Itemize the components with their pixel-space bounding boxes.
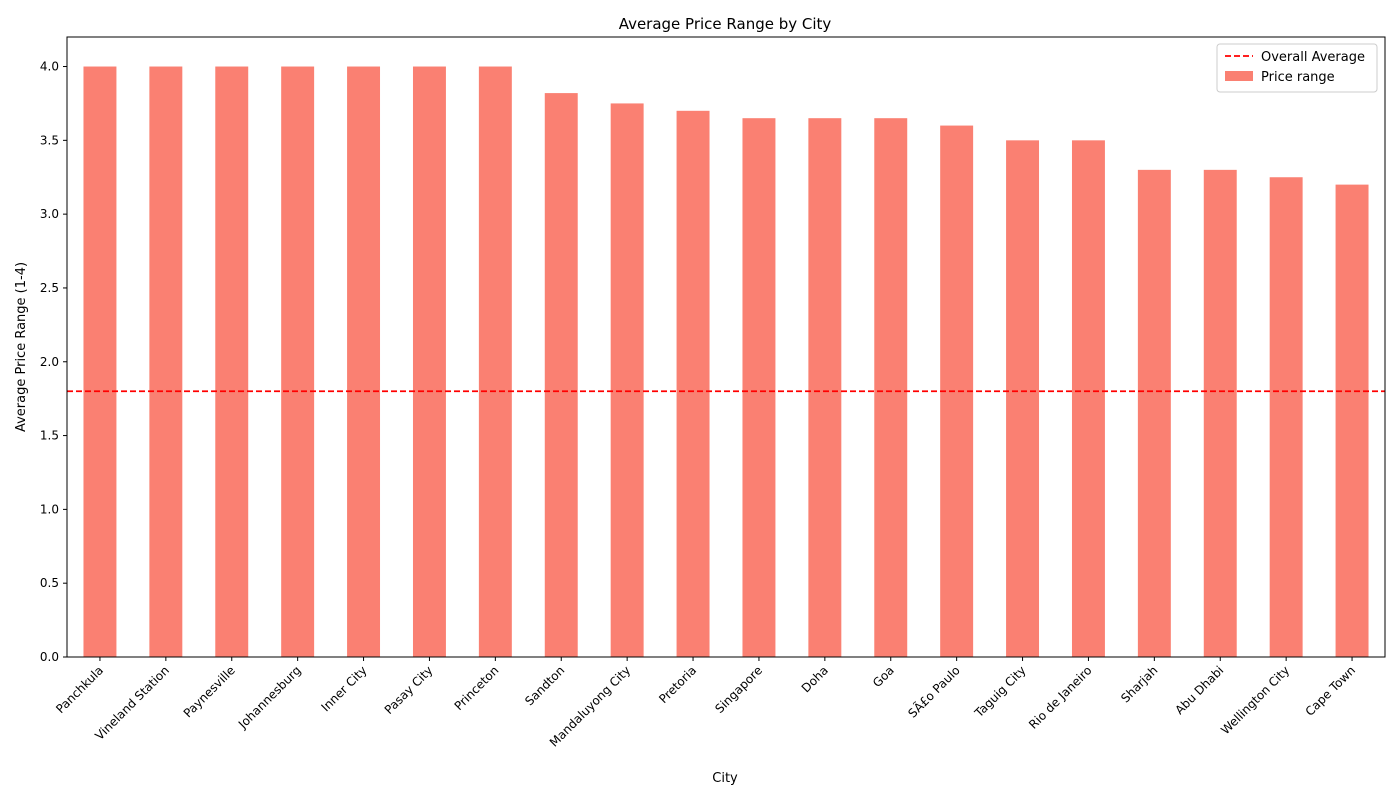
y-tick-label: 0.5 [40, 576, 59, 590]
x-tick-label: Doha [799, 663, 831, 695]
x-tick-label: Cape Town [1303, 663, 1359, 719]
y-axis-label: Average Price Range (1-4) [14, 262, 29, 432]
x-tick-label: Wellington City [1218, 663, 1292, 737]
x-tick-label: Paynesville [181, 663, 238, 720]
legend: Overall Average Price range [1216, 43, 1378, 93]
bar [544, 93, 578, 658]
bar [347, 66, 381, 658]
bar [676, 110, 710, 658]
y-tick-label: 2.5 [40, 281, 59, 295]
x-tick-label: Rio de Janeiro [1026, 663, 1095, 732]
bar [281, 66, 315, 658]
bar [83, 66, 117, 658]
y-tick-label: 3.0 [40, 207, 59, 221]
bar [412, 66, 446, 658]
bar [1203, 169, 1237, 657]
x-tick-label: Johannesburg [235, 663, 304, 732]
x-tick-label: Pasay City [382, 663, 436, 717]
legend-price-range-label: Price range [1261, 70, 1335, 85]
x-tick-label: Vineland Station [92, 663, 172, 743]
y-tick-label: 3.5 [40, 133, 59, 147]
y-tick-label: 1.0 [40, 502, 59, 516]
bar [478, 66, 512, 658]
x-tick-label: SÃ£o Paulo [905, 663, 963, 721]
legend-price-range-swatch [1225, 71, 1253, 81]
x-tick-label: Taguig City [971, 663, 1028, 720]
plot-area-frame [66, 36, 1386, 658]
bar [1137, 169, 1171, 657]
bar [1071, 140, 1105, 658]
x-tick-label: Princeton [452, 663, 502, 713]
y-tick-label: 1.5 [40, 429, 59, 443]
legend-overall-average-label: Overall Average [1261, 50, 1365, 65]
bar [742, 118, 776, 657]
y-tick-label: 0.0 [40, 650, 59, 664]
x-tick-label: Singapore [712, 663, 765, 716]
y-tick-label: 4.0 [40, 60, 59, 74]
y-tick-label: 2.0 [40, 355, 59, 369]
legend-frame [1216, 43, 1378, 93]
y-axis: 0.0 0.5 1.0 1.5 2.0 2.5 3.0 3.5 4.0 [40, 60, 67, 664]
x-tick-label: Goa [870, 663, 897, 690]
x-axis-label: City [712, 771, 738, 786]
bar [1006, 140, 1040, 658]
chart-title: Average Price Range by City [619, 15, 832, 33]
bar [874, 118, 908, 657]
bar [808, 118, 842, 657]
bar [1335, 184, 1369, 657]
bars-group [83, 66, 1369, 658]
x-tick-label: Pretoria [656, 663, 699, 706]
x-tick-label: Inner City [318, 663, 369, 714]
bar [149, 66, 183, 658]
x-tick-label: Panchkula [53, 663, 106, 716]
bar [215, 66, 249, 658]
x-tick-label: Abu Dhabi [1172, 663, 1226, 717]
x-tick-label: Sandton [522, 663, 567, 708]
bar [1269, 177, 1303, 657]
x-tick-label: Sharjah [1118, 663, 1160, 705]
bar [610, 103, 644, 657]
